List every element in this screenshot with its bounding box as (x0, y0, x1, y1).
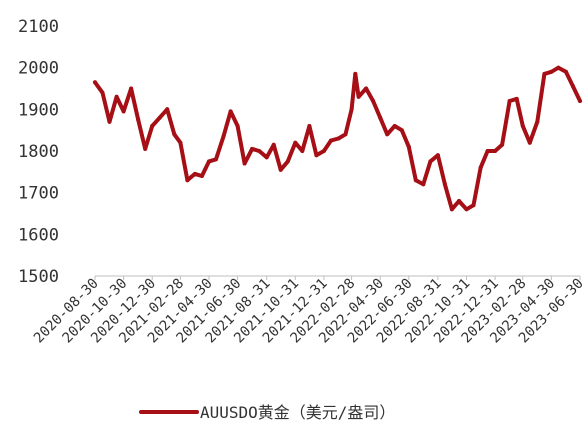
data-point (449, 207, 454, 212)
data-point (413, 178, 418, 183)
data-point (107, 119, 112, 124)
data-point (421, 182, 426, 187)
y-tick-label: 1700 (18, 184, 59, 204)
data-point (114, 94, 119, 99)
data-point (520, 124, 525, 128)
legend: AUUSDO黄金（美元/盎司） (139, 403, 395, 422)
data-point (549, 69, 554, 74)
data-point (228, 109, 233, 114)
data-point (157, 115, 162, 120)
data-point (563, 69, 568, 74)
x-axis: 2020-08-302020-10-302020-12-302021-02-28… (31, 275, 584, 346)
data-point (165, 107, 170, 112)
data-point (136, 117, 141, 122)
data-point (336, 136, 341, 141)
data-point (471, 203, 476, 208)
data-point (178, 140, 183, 145)
data-point (285, 159, 290, 164)
data-point (371, 99, 376, 103)
data-point (485, 149, 490, 153)
data-point (343, 132, 348, 137)
data-point (242, 161, 247, 166)
data-point (364, 86, 369, 91)
data-point (542, 71, 547, 76)
data-point (392, 124, 397, 128)
data-point (207, 159, 211, 164)
y-tick-label: 1500 (18, 267, 59, 287)
data-point (214, 157, 218, 162)
data-point (378, 115, 383, 120)
y-tick-label: 1900 (18, 100, 59, 120)
data-point (527, 140, 532, 145)
data-point (221, 134, 226, 139)
series-group (93, 65, 582, 212)
data-point (457, 199, 461, 203)
data-point (578, 99, 582, 103)
data-point (143, 146, 148, 151)
data-point (235, 124, 240, 128)
data-point (278, 167, 283, 172)
data-point (150, 124, 155, 128)
data-point (385, 132, 390, 137)
data-point (100, 90, 105, 95)
data-point (535, 119, 540, 124)
y-axis: 1500 1600 1700 1800 1900 2000 2100 (18, 17, 59, 287)
data-point (406, 144, 411, 149)
data-point (428, 159, 433, 164)
data-point (356, 94, 361, 99)
data-point (271, 142, 276, 147)
data-point (435, 153, 440, 158)
data-point (478, 165, 483, 170)
data-point (328, 138, 333, 143)
data-point (185, 178, 190, 183)
data-point (307, 124, 312, 128)
data-point (300, 149, 305, 153)
data-point (192, 171, 197, 176)
data-point (264, 155, 269, 160)
data-point (314, 153, 319, 158)
legend-label: AUUSDO黄金（美元/盎司） (200, 403, 395, 422)
data-point (293, 140, 298, 145)
y-tick-label: 1600 (18, 225, 59, 245)
data-point (556, 65, 561, 70)
data-point (93, 80, 97, 85)
data-point (507, 99, 512, 103)
data-point (399, 128, 404, 133)
y-tick-label: 2100 (18, 17, 59, 37)
data-point (571, 84, 575, 89)
data-point (321, 149, 326, 153)
data-point (514, 96, 519, 101)
data-point (353, 71, 358, 76)
data-point (257, 149, 262, 153)
data-point (493, 149, 498, 153)
data-point (172, 132, 177, 137)
y-tick-label: 1800 (18, 142, 59, 162)
series-line (93, 65, 582, 212)
data-point (199, 174, 204, 178)
data-point (349, 107, 354, 112)
data-point (500, 142, 505, 147)
data-point (464, 207, 469, 212)
data-point (442, 182, 447, 187)
data-point (121, 109, 126, 114)
data-point (250, 146, 255, 151)
y-tick-label: 2000 (18, 59, 59, 79)
data-point (129, 86, 134, 91)
